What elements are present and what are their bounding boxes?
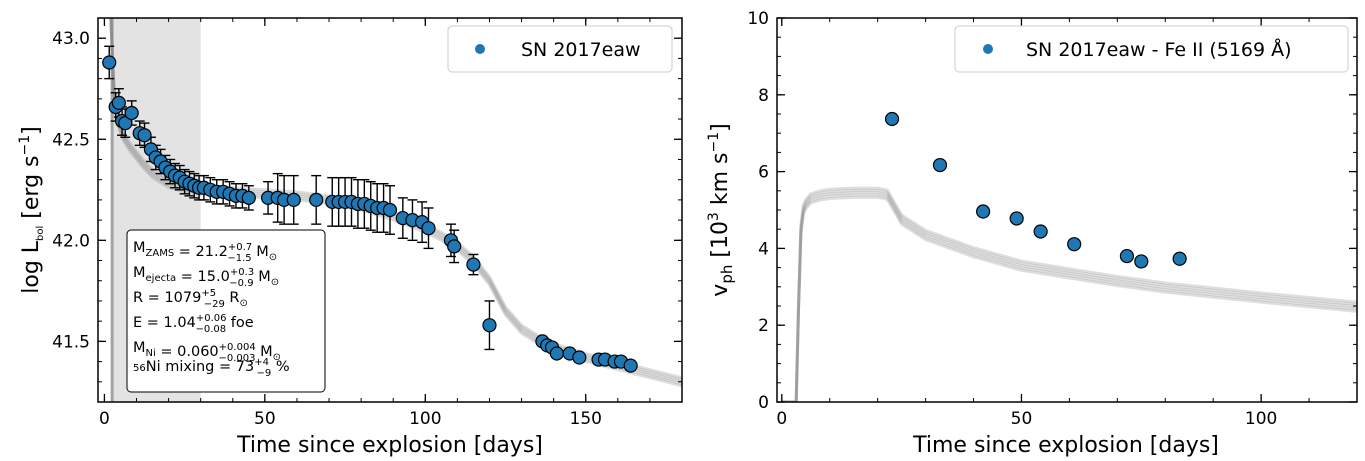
y-tick-label: 42.5 [52,130,90,150]
data-point [1134,254,1149,269]
x-axis-title: Time since explosion [days] [912,433,1219,458]
data-point [1172,251,1187,266]
model-curve-4 [781,186,1357,402]
data-point [309,192,324,207]
data-point [102,55,117,70]
luminosity-panel: 0 50 100 150 41.5 42.0 42.5 43.0 Time since exp… [17,17,683,458]
legend-marker [983,44,993,54]
parameter-line: MZAMS = 21.2+0.7 −1.5 M⊙ [133,240,277,264]
x-tick-label: 0 [99,409,110,429]
velocity-panel: 0 50 100 0 2 4 6 8 10 Time since explosion [days… [706,9,1358,458]
data-point [286,192,301,207]
data-point [884,111,900,127]
model-curve-3 [781,188,1357,402]
data-point [976,204,991,219]
data-point [1067,237,1082,252]
data-point [623,358,638,373]
y-tick-label: 6 [758,163,769,183]
data-point [549,346,564,361]
model-curve-1 [781,193,1357,402]
x-tick-label: 100 [409,409,441,429]
y-tick-label: 0 [758,393,769,413]
parameter-line: 56Ni mixing = 73+4 −9 % [133,357,290,379]
plot-frame [776,17,1358,403]
legend: SN 2017eaw - Fe II (5169 Å) [954,25,1349,73]
data-point [137,128,152,143]
parameter-line: Mejecta = 15.0+0.3 −0.9 M⊙ [133,265,279,289]
axis-ticks: 0 50 100 150 41.5 42.0 42.5 43.0 [52,17,683,429]
y-tick-label: 41.5 [52,332,90,352]
x-axis-title: Time since explosion [days] [236,433,543,458]
data-point [932,157,948,173]
data-point [111,95,126,110]
data-points [102,55,638,373]
y-tick-label: 10 [747,9,769,29]
data-point [382,202,398,218]
data-point [241,190,256,205]
data-points [884,111,1187,269]
model-curve-2 [781,191,1357,402]
model-curves [781,186,1357,402]
x-tick-label: 100 [1245,409,1277,429]
parameter-line: E = 1.04+0.06 −0.08 foe [133,313,254,335]
x-tick-label: 50 [254,409,276,429]
data-point [1009,211,1024,226]
legend: SN 2017eaw [447,25,673,73]
y-tick-label: 8 [758,86,769,106]
x-tick-label: 150 [570,409,602,429]
y-tick-label: 42.0 [52,231,90,251]
y-tick-label: 4 [758,239,769,259]
data-point [118,115,133,131]
data-point [1119,248,1135,264]
axis-ticks: 0 50 100 0 2 4 6 8 10 [747,9,1358,429]
data-point [1033,224,1048,239]
legend-marker [475,44,485,54]
data-point [482,318,497,333]
y-axis-title: log Lbol [erg s−1] [17,126,46,293]
legend-label: SN 2017eaw [521,39,641,61]
y-axis-title: vph [103 km s−1] [706,123,736,296]
x-tick-label: 50 [1011,409,1033,429]
data-point [572,350,587,365]
data-point [447,239,462,254]
model-curve-0 [781,195,1357,402]
legend-label: SN 2017eaw - Fe II (5169 Å) [1026,38,1292,61]
data-point [124,105,139,121]
data-point [466,257,481,272]
y-tick-label: 2 [758,316,769,336]
y-tick-label: 43.0 [52,29,90,49]
parameter-line: R = 1079+5 −29 R⊙ [133,288,248,310]
plot-frame [97,17,683,403]
parameter-line: MNi = 0.060+0.004 −0.003 M⊙ [133,340,281,364]
data-point [421,221,436,236]
x-tick-label: 0 [776,409,787,429]
parameter-box: MZAMS = 21.2+0.7 −1.5 M⊙Mejecta = 15.0+0.… [126,229,326,393]
